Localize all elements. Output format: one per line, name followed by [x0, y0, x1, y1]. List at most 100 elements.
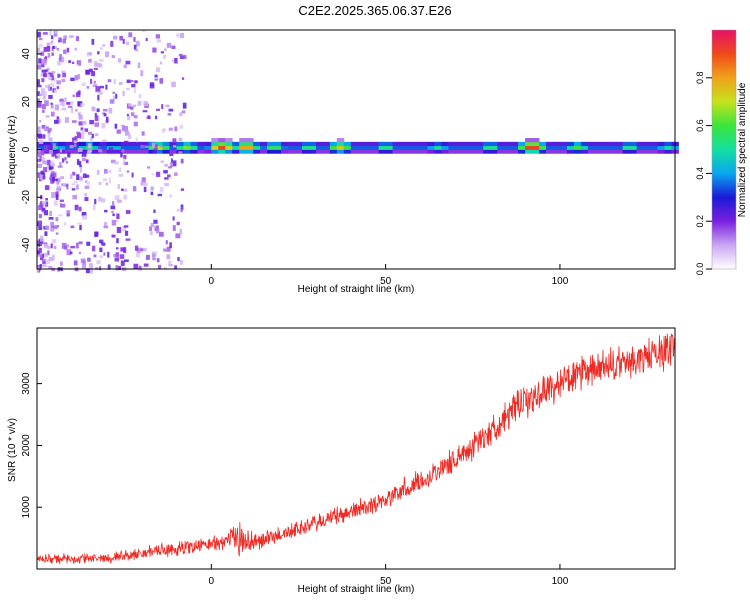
spectrogram-noise-cell: [175, 233, 181, 239]
spectrogram-noise-cell: [111, 210, 114, 214]
spectrogram-noise-cell: [48, 265, 53, 270]
spectrogram-noise-cell: [49, 30, 52, 37]
spectrogram-x-tick-label: 0: [209, 276, 215, 287]
spectrogram-cell: [364, 141, 373, 147]
spectrogram-noise-cell: [98, 149, 103, 153]
spectrogram-noise-cell: [41, 69, 47, 73]
spectrogram-noise-cell: [59, 199, 64, 202]
spectrogram-noise-cell: [43, 91, 47, 97]
spectrogram-cell: [664, 149, 672, 154]
spectrogram-noise-cell: [110, 159, 116, 164]
spectrogram-noise-cell: [69, 35, 74, 38]
spectrogram-noise-cell: [59, 98, 64, 103]
spectrogram-noise-cell: [44, 144, 50, 148]
spectrogram-cell: [552, 145, 561, 150]
spectrogram-noise-cell: [74, 47, 77, 51]
spectrogram-noise-cell: [176, 221, 180, 226]
spectrogram-cell: [462, 149, 470, 154]
spectrogram-noise-cell: [137, 62, 141, 69]
spectrogram-noise-cell: [73, 140, 77, 144]
spectrogram-noise-cell: [103, 225, 109, 229]
spectrogram-cell: [190, 149, 198, 154]
spectrogram-cell: [455, 141, 463, 147]
spectrogram-noise-cell: [37, 126, 41, 133]
spectrogram-noise-cell: [70, 77, 75, 81]
spectrogram-noise-cell: [150, 223, 155, 226]
spectrogram-noise-cell: [120, 247, 125, 252]
spectrogram-noise-cell: [102, 44, 106, 47]
spectrogram-cell: [343, 141, 352, 147]
spectrogram-noise-cell: [71, 188, 76, 191]
spectrogram-noise-cell: [161, 104, 164, 109]
spectrogram-noise-cell: [94, 133, 99, 136]
spectrogram-noise-cell: [152, 258, 156, 261]
spectrogram-cell: [357, 149, 366, 154]
spectrogram-noise-cell: [166, 42, 172, 48]
spectrogram-noise-cell: [74, 135, 78, 141]
spectrogram-noise-cell: [78, 112, 81, 116]
spectrogram-cell: [211, 141, 219, 147]
spectrogram-noise-cell: [88, 263, 94, 268]
spectrogram-noise-cell: [62, 38, 66, 44]
spectrogram-noise-cell: [136, 247, 141, 253]
spectrogram-noise-cell: [168, 127, 173, 131]
spectrogram-noise-cell: [68, 60, 72, 64]
spectrogram-noise-cell: [179, 228, 183, 235]
spectrogram-noise-cell: [64, 245, 68, 250]
spectrogram-cell: [281, 145, 289, 150]
spectrogram-noise-cell: [125, 238, 131, 241]
spectrogram-cell: [239, 149, 247, 154]
spectrogram-noise-cell: [78, 241, 83, 245]
spectrogram-noise-cell: [172, 216, 175, 221]
spectrogram-noise-cell: [133, 263, 139, 269]
spectrogram-noise-cell: [99, 255, 104, 259]
spectrogram-noise-cell: [66, 210, 71, 215]
spectrogram-noise-cell: [120, 260, 125, 266]
spectrogram-noise-cell: [94, 198, 97, 205]
spectrogram-noise-cell: [60, 203, 66, 208]
spectrogram-cell: [664, 145, 672, 150]
spectrogram-cell: [573, 141, 582, 147]
spectrogram-cell: [329, 141, 338, 147]
spectrogram-cell: [253, 141, 261, 147]
spectrogram-noise-cell: [103, 168, 108, 174]
spectrogram-noise-cell: [41, 88, 45, 94]
spectrogram-cell: [483, 149, 491, 154]
spectrogram-cell: [225, 145, 233, 150]
spectrogram-noise-cell: [133, 44, 137, 50]
spectrogram-cell: [232, 145, 240, 150]
spectrogram-cell: [336, 145, 345, 150]
spectrogram-noise-cell: [113, 35, 118, 40]
spectrogram-noise-cell: [112, 91, 116, 94]
spectrogram-noise-cell: [79, 133, 85, 139]
spectrogram-noise-cell: [154, 74, 158, 78]
spectrogram-cell: [546, 149, 554, 154]
spectrogram-noise-cell: [50, 111, 55, 117]
spectrogram-cell: [636, 145, 645, 150]
spectrogram-noise-cell: [48, 217, 54, 220]
spectrogram-cell: [580, 149, 589, 154]
spectrogram-noise-cell: [126, 79, 131, 84]
spectrogram-y-tick-label: -40: [21, 237, 32, 252]
spectrogram-cell: [490, 149, 498, 154]
spectrogram-noise-cell: [53, 89, 58, 93]
spectrogram-noise-cell: [151, 173, 155, 176]
spectrogram-noise-cell: [135, 252, 140, 258]
spectrogram-cell: [511, 149, 519, 154]
spectrogram-noise-cell: [40, 150, 45, 156]
spectrogram-noise-cell: [126, 41, 130, 46]
spectrogram-cell: [267, 149, 275, 154]
spectrogram-cell: [315, 141, 324, 147]
spectrogram-noise-cell: [115, 247, 119, 250]
spectrogram-noise-cell: [69, 144, 74, 149]
spectrogram-noise-cell: [130, 79, 134, 83]
spectrogram-noise-cell: [98, 181, 102, 185]
spectrogram-noise-cell: [84, 193, 88, 197]
spectrogram-cell: [469, 141, 477, 147]
spectrogram-y-label: Frequency (Hz): [7, 116, 18, 185]
spectrogram-noise-cell: [151, 142, 156, 148]
spectrogram-noise-cell: [85, 268, 90, 274]
spectrogram-noise-cell: [141, 177, 146, 183]
spectrogram-noise-cell: [93, 254, 97, 258]
spectrogram-noise-cell: [58, 37, 62, 43]
